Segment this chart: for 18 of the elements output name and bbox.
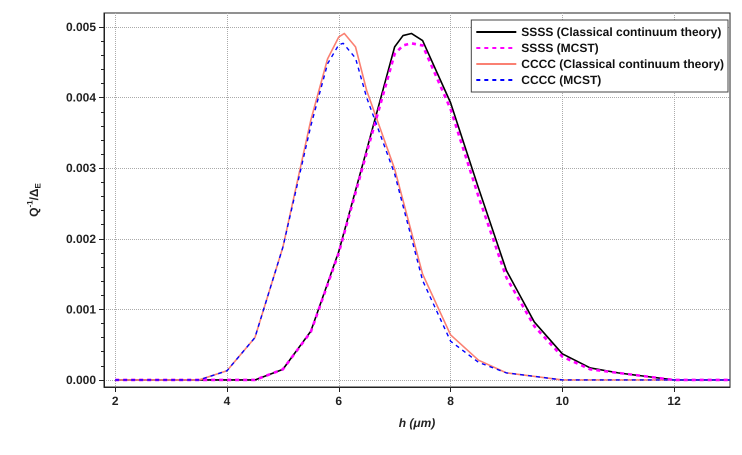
x-tick-label: 2 bbox=[112, 394, 119, 408]
y-tick-label: 0.004 bbox=[66, 90, 96, 105]
y-tick-label: 0.002 bbox=[66, 232, 96, 246]
legend-label: SSSS (MCST) bbox=[521, 41, 599, 55]
x-tick-label: 10 bbox=[556, 394, 570, 408]
legend-label: SSSS (Classical continuum theory) bbox=[521, 25, 722, 39]
y-tick-label: 0.005 bbox=[66, 20, 96, 34]
legend-label: CCCC (Classical continuum theory) bbox=[521, 57, 724, 71]
x-tick-label: 4 bbox=[224, 394, 231, 408]
x-tick-label: 12 bbox=[667, 394, 682, 408]
y-tick-label: 0.000 bbox=[66, 372, 96, 387]
x-tick-label: 8 bbox=[447, 394, 454, 408]
y-axis-title: Q-1/ΔE bbox=[26, 182, 42, 217]
legend-label: CCCC (MCST) bbox=[521, 73, 602, 87]
x-axis-title: h (μm) bbox=[398, 416, 436, 430]
y-tick-label: 0.001 bbox=[66, 302, 96, 316]
y-tick-label: 0.003 bbox=[66, 161, 96, 176]
x-tick-label: 6 bbox=[335, 394, 342, 408]
